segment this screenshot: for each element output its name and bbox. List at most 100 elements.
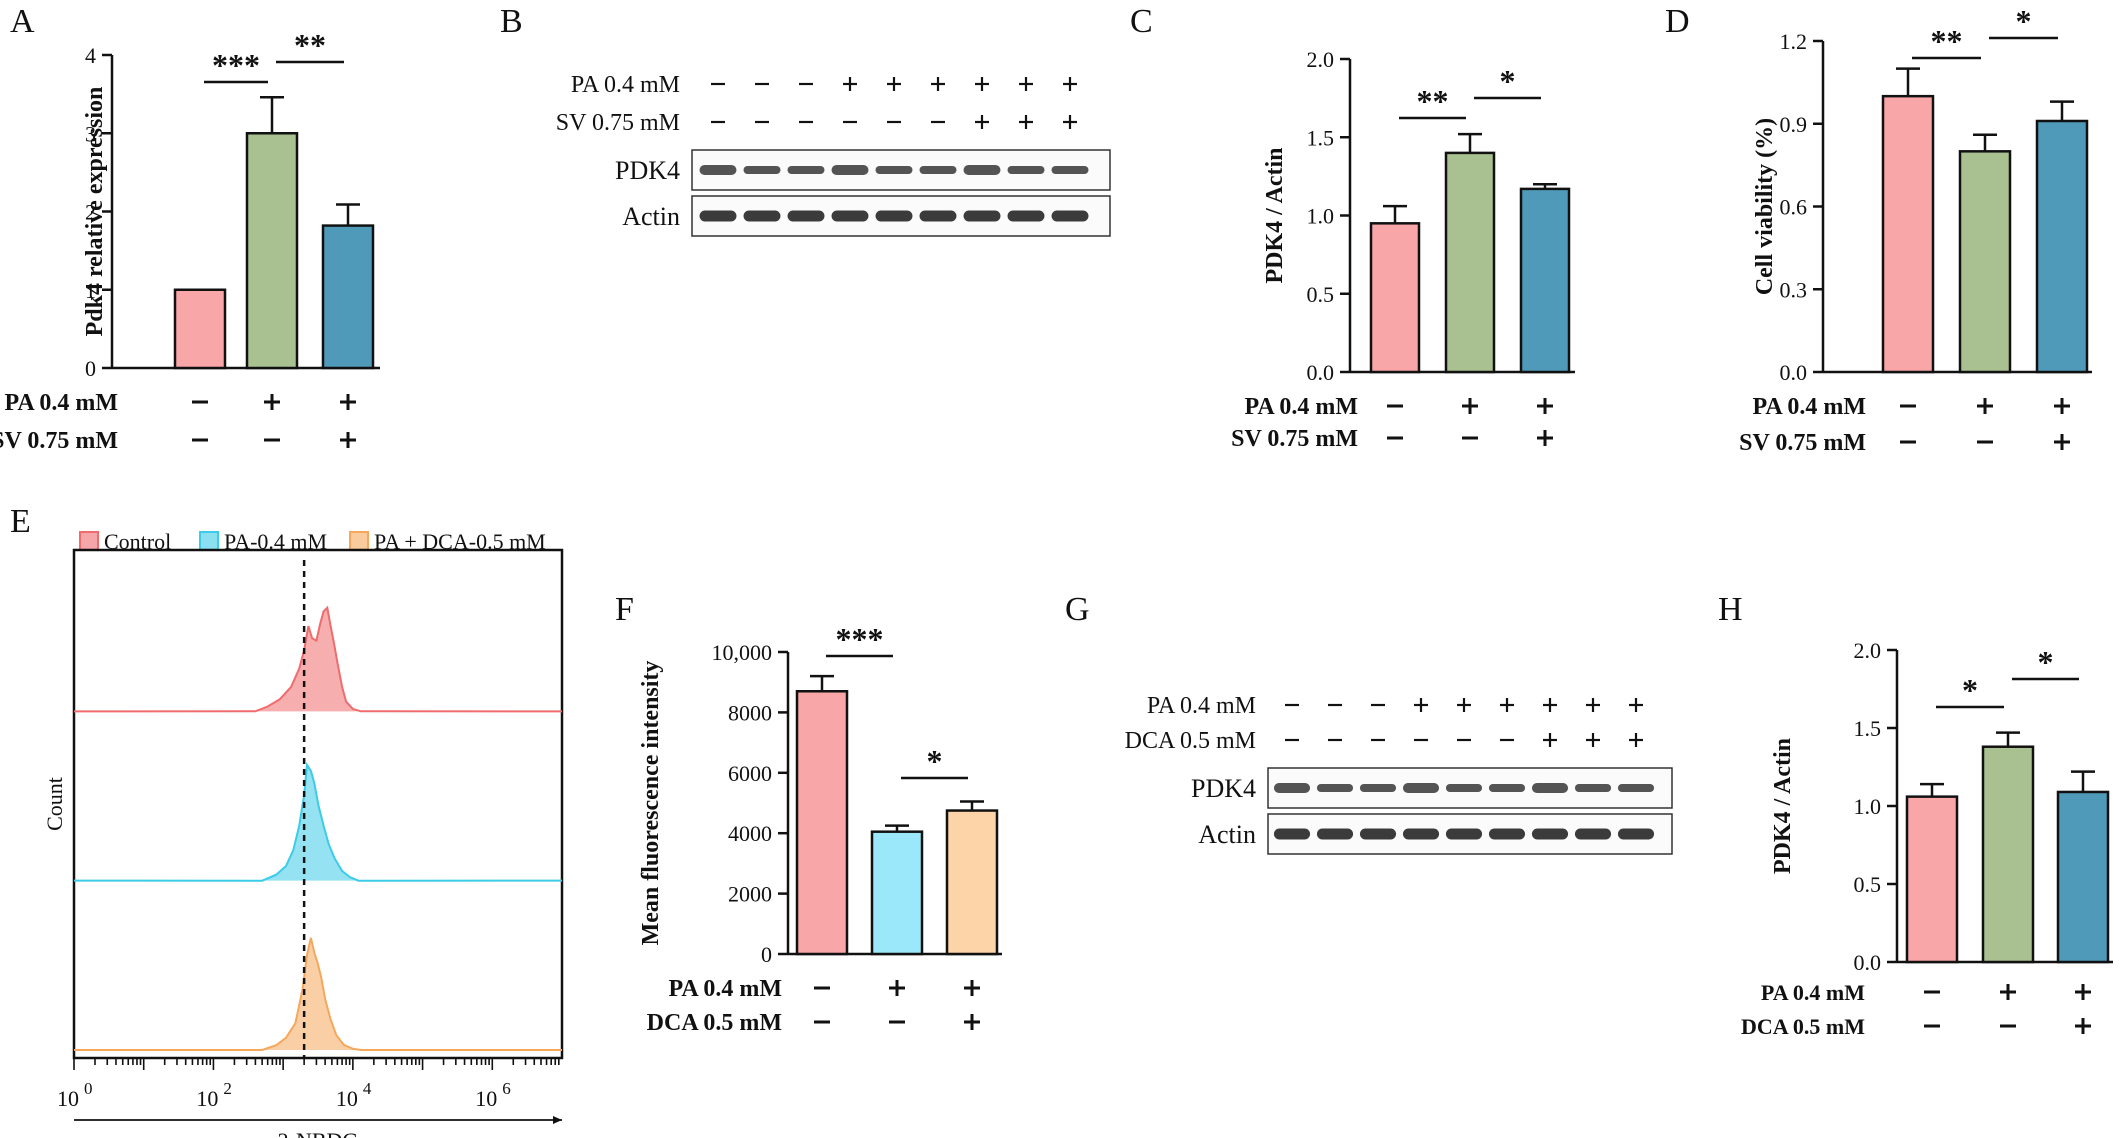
panel-b-band	[963, 210, 1001, 222]
panel-b-band	[743, 166, 781, 174]
panel-letter-f: F	[615, 591, 634, 628]
panel-g-band	[1617, 784, 1655, 792]
panel-h-sig-label: *	[1962, 672, 1978, 708]
panel-e-x-tick-exp: 4	[363, 1079, 372, 1098]
panel-e-x-tick-exp: 6	[502, 1079, 511, 1098]
panel-b-band	[875, 166, 913, 174]
panel-g-band	[1617, 828, 1655, 840]
panel-g-band	[1359, 828, 1397, 840]
panel-d-y-tick-label: 0.0	[1780, 360, 1808, 385]
panel-a-y-tick-label: 1	[85, 278, 96, 303]
panel-b-band	[875, 210, 913, 222]
panel-a-bar	[173, 288, 227, 370]
panel-d-y-tick-label: 0.6	[1780, 195, 1808, 220]
panel-d-bar	[1958, 150, 2012, 374]
panel-g-band-label: PDK4	[1191, 774, 1256, 803]
panel-g-band	[1316, 828, 1354, 840]
panel-a-y-tick-label: 4	[85, 43, 96, 68]
panel-f-sig-label: *	[927, 743, 943, 779]
panel-g-band	[1531, 828, 1569, 840]
panel-e-histogram-series	[73, 761, 563, 882]
panel-b-band	[831, 210, 869, 222]
panel-f-bar	[945, 809, 999, 956]
panel-g-blot-treatment-label: DCA 0.5 mM	[1125, 728, 1256, 754]
panel-g-band	[1402, 783, 1440, 793]
panel-g-blot-treatment-label: PA 0.4 mM	[1147, 693, 1256, 719]
panel-b-band	[787, 210, 825, 222]
panel-d-bar	[2035, 119, 2089, 374]
panel-b-band	[919, 166, 957, 174]
panel-h-y-tick-label: 1.0	[1854, 794, 1882, 819]
panel-f-y-tick-label: 4000	[728, 821, 772, 846]
panel-d-y-tick-label: 0.3	[1780, 277, 1808, 302]
panel-letter-b: B	[500, 3, 523, 40]
panel-h-y-tick-label: 0.5	[1854, 872, 1882, 897]
panel-h-bar	[2056, 790, 2110, 964]
panel-b-band	[1007, 210, 1045, 222]
panel-g-band	[1402, 828, 1440, 840]
panel-a-treatment-label: SV 0.75 mM	[0, 428, 118, 454]
panel-e-x-axis-arrow	[553, 1116, 562, 1124]
panel-b-band	[699, 165, 737, 175]
panel-c-bar	[1369, 222, 1421, 374]
panel-d-bar	[1881, 94, 1935, 374]
panel-b-band	[919, 210, 957, 222]
panel-h-bar	[1905, 795, 1959, 964]
panel-g-band	[1445, 784, 1483, 792]
panel-c-y-axis-label: PDK4 / Actin	[1262, 148, 1288, 284]
panel-h-treatment-label: PA 0.4 mM	[1761, 980, 1865, 1005]
panel-g-band	[1445, 828, 1483, 840]
panel-f-treatment-label: PA 0.4 mM	[668, 976, 782, 1002]
panel-h-y-tick-label: 0.0	[1854, 950, 1882, 975]
panel-e-x-tick-label: 10	[336, 1086, 358, 1111]
panel-d-treatment-label: PA 0.4 mM	[1752, 394, 1866, 420]
panel-g-band	[1488, 784, 1526, 792]
panel-d-y-tick-label: 0.9	[1780, 112, 1808, 137]
panel-c-y-tick-label: 0.5	[1307, 282, 1335, 307]
panel-h-y-tick-label: 2.0	[1854, 638, 1882, 663]
panel-a-bar	[245, 132, 299, 370]
panel-a-sig-label: ***	[212, 47, 260, 83]
panel-e-histogram-series	[73, 605, 563, 713]
panel-letter-e: E	[10, 503, 31, 540]
panel-a-y-tick-label: 3	[85, 121, 96, 146]
panel-a-sig-label: **	[294, 27, 326, 63]
panel-a-y-tick-label: 2	[85, 200, 96, 225]
panel-c-bar	[1444, 151, 1496, 374]
panel-g-band	[1488, 828, 1526, 840]
panel-b-blot-treatment-label: PA 0.4 mM	[571, 72, 680, 98]
panel-a-y-axis-label: Pdk4 relative expression	[82, 87, 108, 337]
panel-g-band	[1574, 784, 1612, 792]
panel-b-band-label: Actin	[622, 202, 680, 231]
panel-e-x-tick-exp: 0	[84, 1079, 93, 1098]
panel-c-y-tick-label: 1.0	[1307, 204, 1335, 229]
panel-f-y-tick-label: 2000	[728, 882, 772, 907]
panel-e-legend-swatch	[199, 531, 219, 551]
panel-g-band	[1531, 783, 1569, 793]
panel-d-sig-label: **	[1931, 23, 1963, 59]
panel-e-y-axis-label: Count	[42, 777, 67, 831]
panel-d-y-axis-label: Cell viability (%)	[1752, 118, 1778, 295]
panel-h-treatment-label: DCA 0.5 mM	[1741, 1014, 1865, 1039]
panel-e-histogram-series	[74, 937, 562, 1051]
panel-letter-c: C	[1130, 3, 1153, 40]
panel-d-y-tick-label: 1.2	[1780, 29, 1808, 54]
panel-f-bar	[795, 690, 849, 956]
panel-e-x-tick-label: 10	[475, 1086, 497, 1111]
panel-e-x-axis-label: 2-NBDG	[278, 1128, 359, 1138]
panel-e-x-tick-label: 10	[196, 1086, 218, 1111]
panel-c-y-tick-label: 2.0	[1307, 47, 1335, 72]
panel-c-treatment-label: PA 0.4 mM	[1244, 394, 1358, 420]
panel-f-treatment-label: DCA 0.5 mM	[647, 1010, 782, 1036]
panel-a-treatment-label: PA 0.4 mM	[4, 390, 118, 416]
panel-f-y-tick-label: 0	[761, 942, 772, 967]
panel-b-band	[1007, 166, 1045, 174]
panel-letter-a: A	[10, 3, 35, 40]
panel-f-y-axis-label: Mean fluorescence intensity	[638, 661, 664, 946]
panel-d-treatment-label: SV 0.75 mM	[1739, 430, 1866, 456]
panel-c-bar	[1519, 187, 1571, 374]
panel-g-band	[1273, 828, 1311, 840]
panel-letter-g: G	[1065, 591, 1090, 628]
panel-h-bar	[1981, 745, 2035, 964]
